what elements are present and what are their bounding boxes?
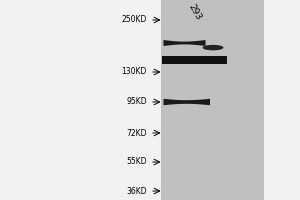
Bar — [160, 0, 264, 200]
Text: 55KD: 55KD — [126, 158, 147, 166]
Text: 130KD: 130KD — [122, 68, 147, 76]
Ellipse shape — [202, 45, 224, 50]
Polygon shape — [164, 99, 210, 105]
Polygon shape — [164, 40, 206, 46]
Text: 95KD: 95KD — [126, 98, 147, 106]
Bar — [162, 56, 226, 64]
Text: 72KD: 72KD — [127, 129, 147, 138]
Text: 36KD: 36KD — [126, 186, 147, 196]
Text: 293: 293 — [187, 2, 203, 21]
Text: 250KD: 250KD — [122, 16, 147, 24]
